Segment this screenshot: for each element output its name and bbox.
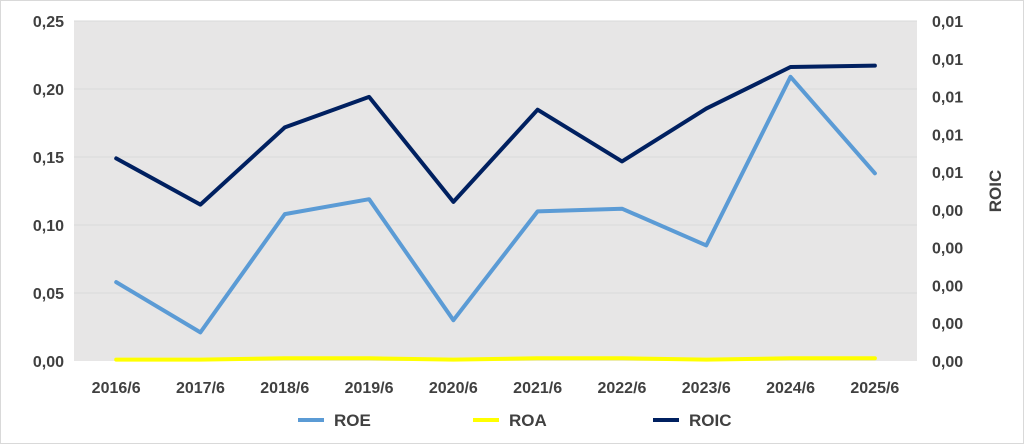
x-axis-tick-label: 2017/6 <box>176 380 225 397</box>
right-axis-tick-label: 0,01 <box>932 90 963 107</box>
left-axis-tick-label: 0,00 <box>33 354 64 371</box>
legend: ROE ROA ROIC <box>298 411 732 430</box>
x-axis-tick-label: 2019/6 <box>345 380 394 397</box>
right-axis-tick-label: 0,01 <box>932 14 963 31</box>
left-axis-tick-label: 0,15 <box>33 150 64 167</box>
right-axis-title: ROIC <box>986 170 1005 213</box>
right-axis-tick-label: 0,00 <box>932 241 963 258</box>
plot-area <box>74 21 917 361</box>
left-axis-tick-label: 0,10 <box>33 218 64 235</box>
legend-label-roe: ROE <box>334 411 371 430</box>
series-line-roic <box>114 63 877 207</box>
left-axis-ticks: 0,00 0,05 0,10 0,15 0,20 0,25 <box>33 14 64 371</box>
x-axis-tick-label: 2022/6 <box>597 380 646 397</box>
right-axis-tick-label: 0,00 <box>932 278 963 295</box>
right-axis-tick-label: 0,01 <box>932 52 963 69</box>
left-axis-tick-label: 0,05 <box>33 286 64 303</box>
series-line-roe <box>114 74 877 335</box>
right-axis-tick-label: 0,00 <box>932 316 963 333</box>
x-axis-tick-label: 2024/6 <box>766 380 815 397</box>
right-axis-ticks: 0,00 0,00 0,00 0,00 0,00 0,01 0,01 0,01 0,01 0,01 <box>932 14 963 371</box>
right-axis-tick-label: 0,01 <box>932 165 963 182</box>
x-axis-tick-label: 2016/6 <box>92 380 141 397</box>
series-layer <box>114 63 877 362</box>
series-line-roa <box>114 356 877 362</box>
right-axis-tick-label: 0,00 <box>932 354 963 371</box>
left-axis-tick-label: 0,20 <box>33 82 64 99</box>
x-axis-tick-label: 2023/6 <box>682 380 731 397</box>
legend-label-roa: ROA <box>509 411 547 430</box>
x-axis-tick-label: 2020/6 <box>429 380 478 397</box>
right-axis-tick-label: 0,00 <box>932 203 963 220</box>
left-axis-tick-label: 0,25 <box>33 14 64 31</box>
x-axis-tick-label: 2021/6 <box>513 380 562 397</box>
legend-label-roic: ROIC <box>689 411 732 430</box>
right-axis-tick-label: 0,01 <box>932 127 963 144</box>
x-axis-tick-label: 2018/6 <box>260 380 309 397</box>
x-axis-ticks: 2016/6 2017/6 2018/6 2019/6 2020/6 2021/6 2022… <box>92 380 900 397</box>
x-axis-tick-label: 2025/6 <box>850 380 899 397</box>
